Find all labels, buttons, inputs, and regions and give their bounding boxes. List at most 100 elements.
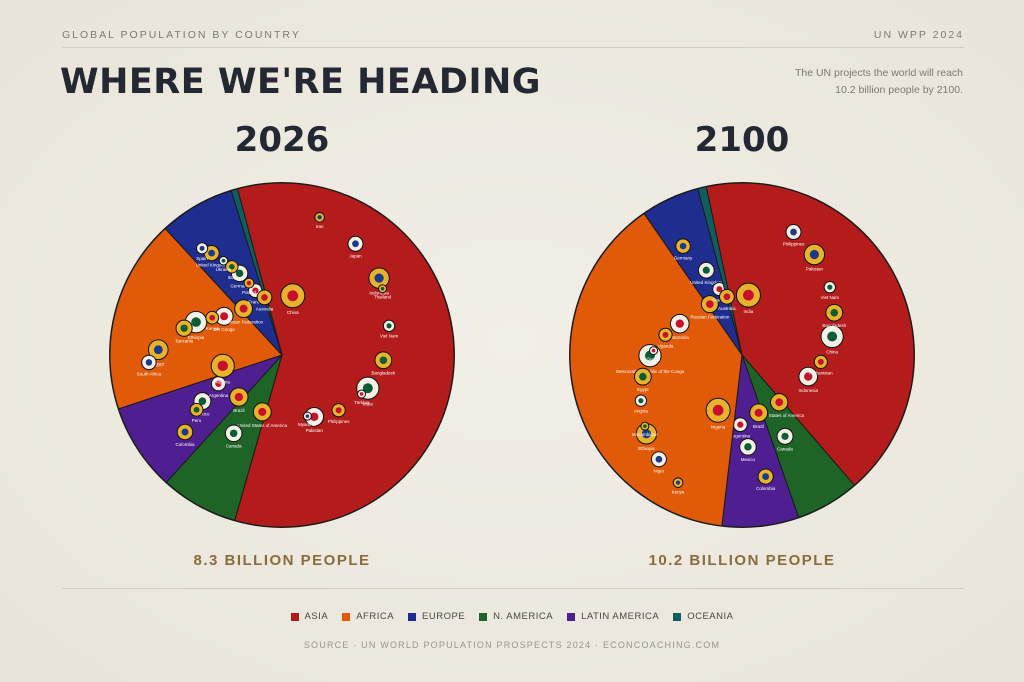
country-label-indonesia: Indonesia [798,388,818,393]
country-flag-iran [317,215,322,220]
legend-item-africa: AFRICA [342,611,394,622]
country-flag-mexico [198,397,207,405]
country-label-dr-congo: DR Congo [214,327,236,332]
country-flag-argentina [737,421,744,428]
country-label-australia: Australia [718,306,736,311]
country-label-brazil: Brazil [233,408,244,413]
country-flag-poland [246,280,252,286]
country-label-bangladesh: Bangladesh [371,371,395,376]
country-label-india: India [363,401,373,406]
legend: ASIA AFRICA EUROPE N. AMERICA LATIN AMER… [0,611,1024,622]
total-label-2100: 10.2 BILLION PEOPLE [648,552,836,569]
country-flag-russian-federation [705,300,714,308]
kicker-text: GLOBAL POPULATION BY COUNTRY [62,29,301,41]
country-flag-viet-nam [827,284,833,290]
country-flag-pakistan [809,249,819,260]
pie-chart-2026: China India Indonesia Pakistan Bangladesh Jap… [109,182,455,528]
legend-swatch-europe [408,612,417,621]
country-flag-united-kingdom [702,266,710,274]
country-flag-japan [352,240,359,248]
country-label-mexico: Mexico [741,457,756,462]
country-flag-colombia [762,473,770,480]
country-label-south-africa: South Africa [137,372,162,377]
country-flag-australia [723,293,731,301]
country-label-democratic-republic-of-the-congo: Democratic Republic of the Congo [616,369,685,374]
country-flag-kenya [675,480,681,485]
country-label-france: France [712,298,727,303]
country-label-russian-federation: Russian Federation [224,320,264,325]
country-flag-pakistan [310,412,319,421]
country-label-tanzania: Tanzania [671,335,690,340]
country-label-australia: Australia [256,307,274,312]
country-label-united-kingdom: United Kingdom [690,280,722,285]
country-flag-united-states-of-america [258,407,267,416]
legend-swatch-asia [290,612,299,621]
country-label-germany: Germany [674,255,693,260]
country-flag-sudan [651,348,656,353]
slice-latin-america [118,353,284,484]
country-flag-indonesia [804,372,813,381]
country-flag-mozambique [643,424,647,428]
country-flag-india [743,289,754,301]
country-label-germany: Germany [230,284,249,289]
country-label-nigeria: Nigeria [216,379,231,384]
country-flag-t-rkiye [359,392,364,396]
country-flag-peru [193,406,200,413]
country-flag-nigeria [712,404,724,416]
legend-item-latin-america: LATIN AMERICA [567,611,659,622]
country-flag-ethiopia [641,429,652,439]
country-flag-philippines [335,407,342,414]
country-label-thailand: Thailand [374,295,392,300]
country-label-india: India [744,309,754,314]
country-label-argentina: Argentina [731,434,751,439]
legend-item-asia: ASIA [290,611,329,622]
slice-asia [234,182,455,528]
legend-label-asia: ASIA [304,611,329,622]
legend-swatch-latin-america [567,612,576,621]
country-flag-australia [261,294,268,301]
country-flag-angola [638,398,644,404]
country-flag-india [362,383,373,394]
country-label-colombia: Colombia [756,486,776,491]
country-label-indonesia: Indonesia [369,290,389,295]
country-flag-indonesia [374,273,384,283]
country-label-china: China [826,350,838,355]
country-flag-russian-federation [239,304,248,313]
country-flag-china [827,331,838,342]
pie-chart-2100: India China Pakistan Indonesia Bangladesh Phi… [569,182,915,528]
country-label-france: France [248,300,263,305]
country-flag-viet-nam [386,323,392,329]
slice-oceania [697,186,743,356]
legend-label-oceania: OCEANIA [687,611,734,622]
legend-label-europe: EUROPE [422,611,466,622]
chart-title-2026: 2026 [234,120,330,160]
legend-label-north-america: N. AMERICA [493,611,554,622]
country-label-t-rkiye: Türkiye [354,400,369,405]
country-flag-france [716,286,723,293]
country-label-argentina: Argentina [209,393,229,398]
country-label-canada: Canada [777,446,793,451]
country-label-angola: Angola [634,408,649,413]
slice-africa [569,212,743,527]
country-flag-egypt [153,345,163,355]
country-flag-italy [229,263,235,270]
country-flag-united-states-of-america [775,398,784,407]
country-flag-egypt [639,372,647,381]
country-label-iran: Iran [316,224,324,229]
country-label-niger: Niger [654,469,665,474]
country-label-united-kingdom: United Kingdom [196,263,228,268]
country-flag-ethiopia [191,317,201,327]
legend-swatch-north-america [479,612,488,621]
country-flag-uganda [662,331,669,338]
legend-item-north-america: N. AMERICA [479,611,553,622]
country-label-viet-nam: Viet Nam [380,334,399,339]
country-flag-spain [199,245,205,251]
country-label-tanzania: Tanzania [175,338,194,343]
country-flag-kenya [209,314,216,321]
country-flag-nigeria [217,360,228,372]
country-label-uganda: Uganda [658,343,674,348]
country-label-united-states-of-america: United States of America [754,413,804,418]
country-label-russian-federation: Russian Federation [690,315,730,320]
country-flag-argentina [215,380,222,387]
subtitle: The UN projects the world will reach 10.… [794,67,963,96]
